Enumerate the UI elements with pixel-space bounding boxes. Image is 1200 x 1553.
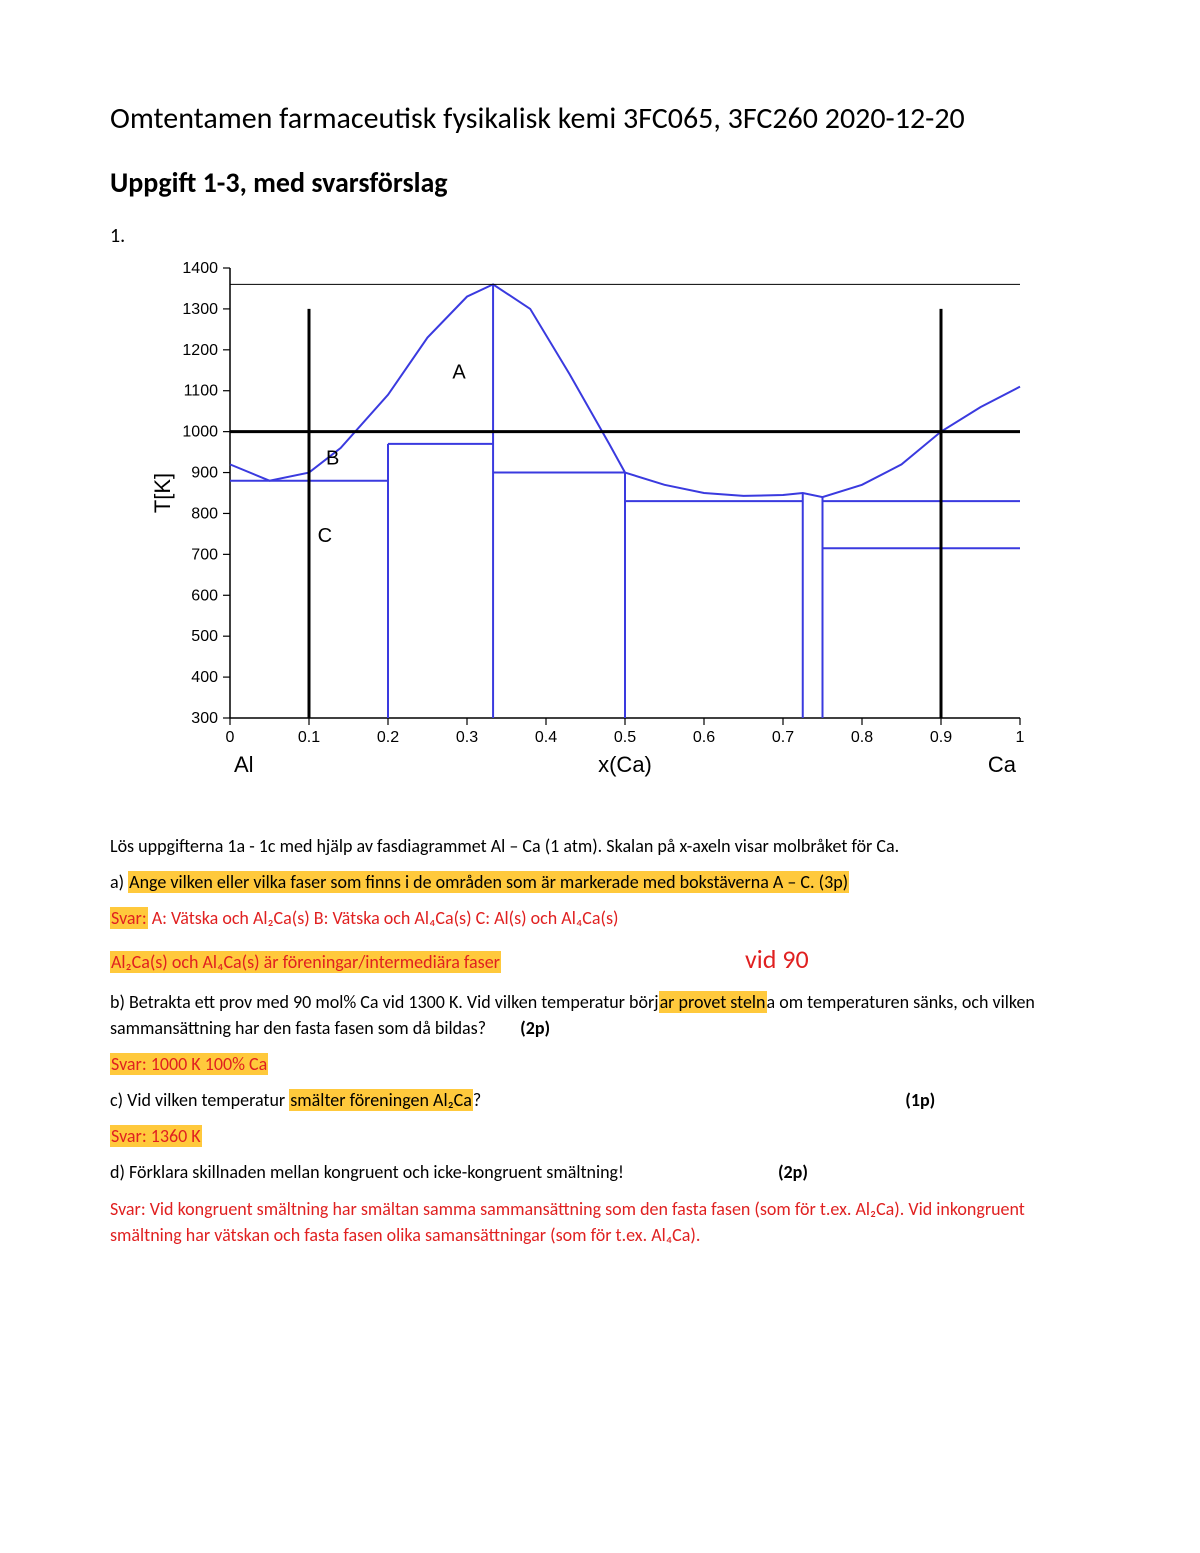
svg-text:x(Ca): x(Ca) xyxy=(598,752,652,777)
qc-suffix: ? xyxy=(473,1089,481,1111)
qc-prefix: c) Vid vilken temperatur xyxy=(110,1089,289,1111)
chart-svg: 300 400 500 600 700 800 900 1000 1100 1200 1300 140… xyxy=(150,258,1030,798)
side-note-vid90: vid 90 xyxy=(745,941,809,979)
svg-text:1: 1 xyxy=(1016,729,1025,746)
qb-points: (2p) xyxy=(520,1015,550,1041)
svg-text:1200: 1200 xyxy=(182,342,218,359)
answer-a-label: Svar: xyxy=(110,907,148,929)
question-d: d) Förklara skillnaden mellan kongruent … xyxy=(110,1159,1090,1185)
answer-a: Svar: A: Vätska och Al₂Ca(s) B: Vätska o… xyxy=(110,905,1090,931)
svg-text:1000: 1000 xyxy=(182,424,218,441)
svg-text:700: 700 xyxy=(191,546,218,563)
svg-text:0.1: 0.1 xyxy=(298,729,320,746)
svg-text:C: C xyxy=(318,525,332,547)
question-c: c) Vid vilken temperatur smälter förenin… xyxy=(110,1087,1090,1113)
svg-text:0.2: 0.2 xyxy=(377,729,399,746)
document-page: Omtentamen farmaceutisk fysikalisk kemi … xyxy=(0,0,1200,1553)
answer-c: Svar: 1360 K xyxy=(110,1123,1090,1149)
svg-text:1400: 1400 xyxy=(182,260,218,277)
qa-a-highlight: Ange vilken eller vilka faser som finns … xyxy=(128,871,849,893)
svg-text:0.9: 0.9 xyxy=(930,729,952,746)
svg-text:Al: Al xyxy=(234,752,254,777)
qc-highlight: smälter föreningen Al₂Ca xyxy=(289,1089,473,1111)
answer-a-note-row: Al₂Ca(s) och Al₄Ca(s) är föreningar/inte… xyxy=(110,941,1090,979)
answer-c-text: Svar: 1360 K xyxy=(110,1125,202,1147)
svg-text:0: 0 xyxy=(226,729,235,746)
phase-diagram-chart: 300 400 500 600 700 800 900 1000 1100 1200 1300 140… xyxy=(150,258,1030,803)
qc-points: (1p) xyxy=(905,1087,935,1113)
svg-text:T[K]: T[K] xyxy=(150,473,175,513)
qd-text: d) Förklara skillnaden mellan kongruent … xyxy=(110,1161,624,1183)
svg-text:1300: 1300 xyxy=(182,301,218,318)
question-a: a) Ange vilken eller vilka faser som fin… xyxy=(110,869,1090,895)
qa-a-prefix: a) xyxy=(110,871,128,893)
answer-b-text: Svar: 1000 K 100% Ca xyxy=(110,1053,268,1075)
answer-a-note: Al₂Ca(s) och Al₄Ca(s) är föreningar/inte… xyxy=(110,951,501,973)
answer-b: Svar: 1000 K 100% Ca xyxy=(110,1051,1090,1077)
svg-text:B: B xyxy=(326,447,339,469)
question-number: 1. xyxy=(110,224,1090,248)
svg-text:0.3: 0.3 xyxy=(456,729,478,746)
qd-points: (2p) xyxy=(778,1159,808,1185)
svg-text:800: 800 xyxy=(191,505,218,522)
svg-text:400: 400 xyxy=(191,669,218,686)
svg-text:1100: 1100 xyxy=(184,383,219,400)
svg-text:500: 500 xyxy=(191,628,218,645)
answer-a-body: A: Vätska och Al₂Ca(s) B: Vätska och Al₄… xyxy=(148,907,619,929)
qb-highlight: ar provet steln xyxy=(659,991,767,1013)
svg-text:600: 600 xyxy=(191,587,218,604)
svg-text:300: 300 xyxy=(191,710,218,727)
svg-text:0.6: 0.6 xyxy=(693,729,715,746)
qb-prefix: b) Betrakta ett prov med 90 mol% Ca vid … xyxy=(110,991,659,1013)
svg-text:0.4: 0.4 xyxy=(535,729,557,746)
svg-text:0.8: 0.8 xyxy=(851,729,873,746)
page-title: Omtentamen farmaceutisk fysikalisk kemi … xyxy=(110,100,1090,137)
svg-text:0.7: 0.7 xyxy=(772,729,794,746)
page-subtitle: Uppgift 1-3, med svarsförslag xyxy=(110,165,1090,200)
svg-text:0.5: 0.5 xyxy=(614,729,636,746)
svg-text:A: A xyxy=(452,361,466,383)
svg-text:Ca: Ca xyxy=(988,752,1017,777)
question-b: b) Betrakta ett prov med 90 mol% Ca vid … xyxy=(110,989,1090,1041)
intro-text: Lös uppgifterna 1a - 1c med hjälp av fas… xyxy=(110,833,1090,859)
answer-d: Svar: Vid kongruent smältning har smälta… xyxy=(110,1196,1090,1248)
svg-text:900: 900 xyxy=(191,465,218,482)
